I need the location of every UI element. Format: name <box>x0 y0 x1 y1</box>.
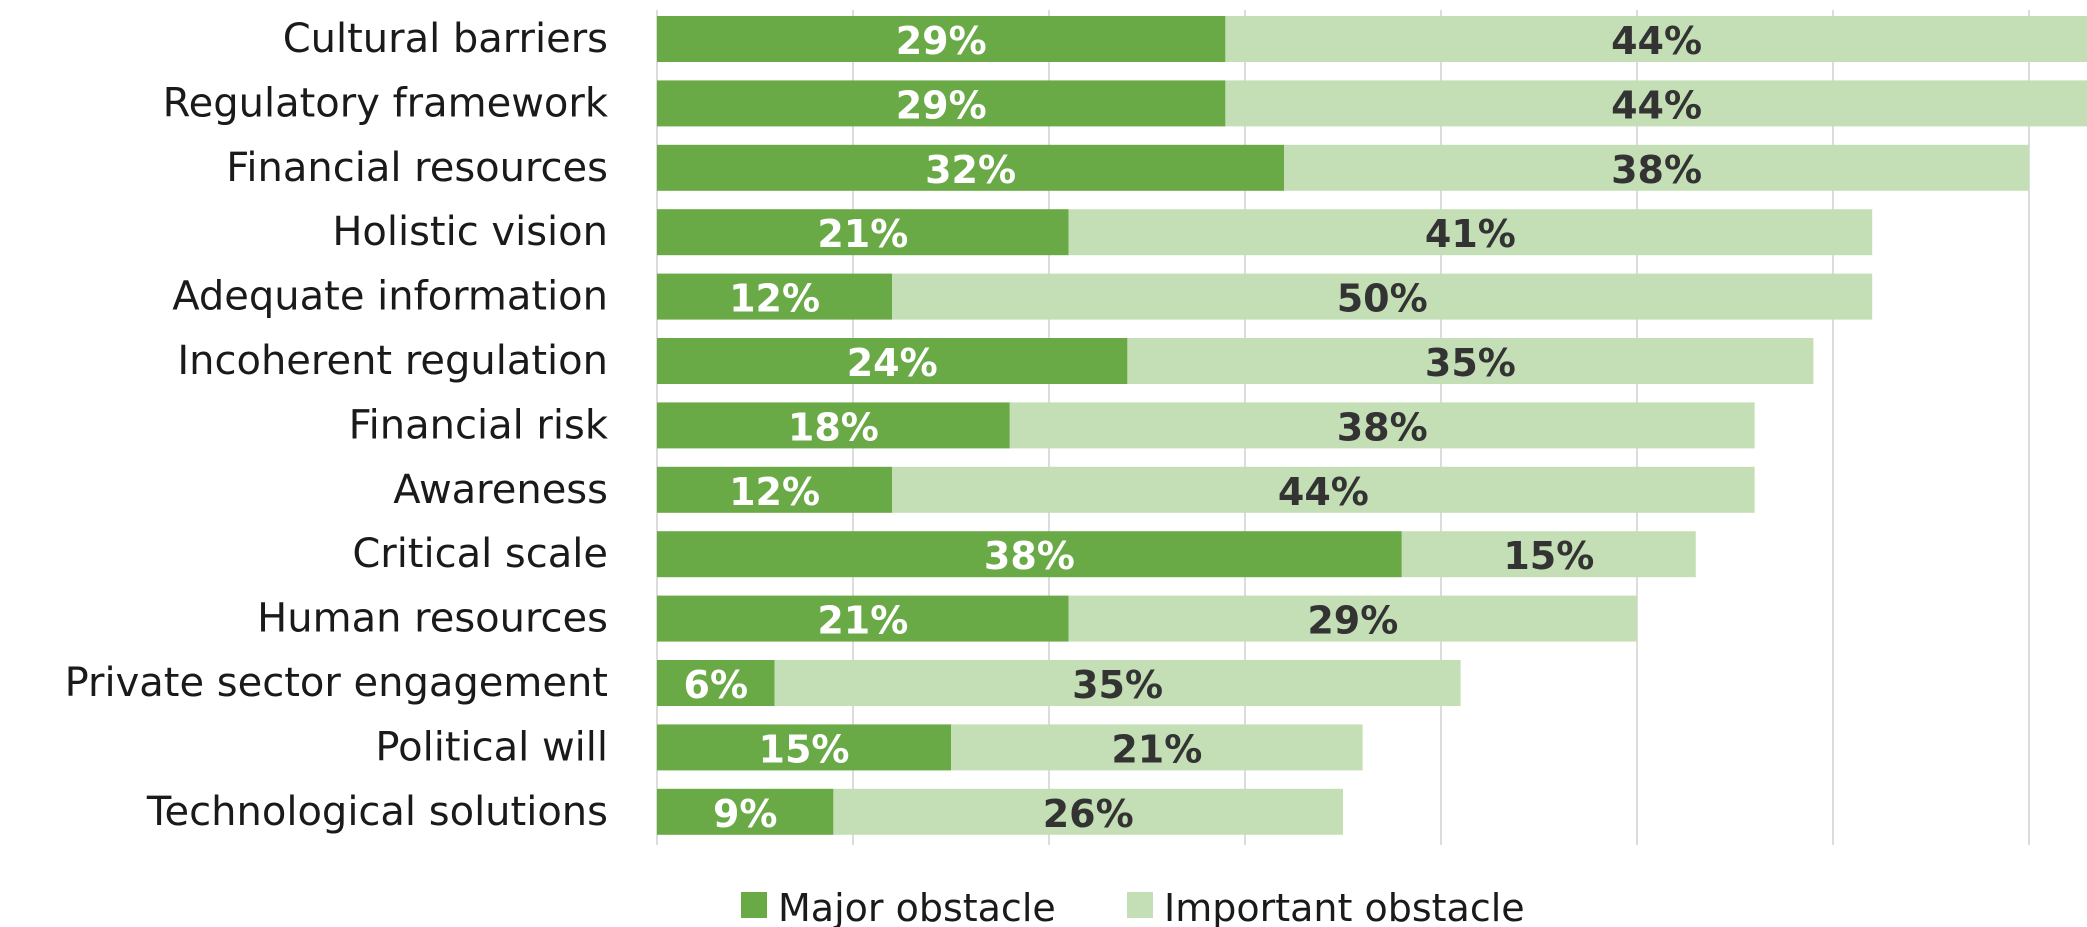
data-label-major-obstacle-financial-resources: 32% <box>925 148 1016 192</box>
data-label-major-obstacle-technological-solutions: 9% <box>713 792 778 836</box>
data-label-important-obstacle-financial-resources: 38% <box>1611 148 1702 192</box>
bar-major-obstacle-human-resources <box>657 595 1069 642</box>
data-label-major-obstacle-incoherent-regulation: 24% <box>847 341 938 385</box>
category-label-political-will: Political will <box>375 724 608 770</box>
data-label-important-obstacle-incoherent-regulation: 35% <box>1425 341 1516 385</box>
data-labels: 29% 44% 29% 44% 32% 38% 21% 41% 12% 50% 24% 35% 18% 3… <box>684 19 1703 836</box>
data-label-major-obstacle-adequate-information: 12% <box>729 277 820 321</box>
bar-major-obstacle-regulatory-framework <box>657 80 1226 127</box>
category-label-human-resources: Human resources <box>257 596 608 642</box>
category-label-technological-solutions: Technological solutions <box>146 789 608 835</box>
bar-important-obstacle-financial-risk <box>1009 402 1755 449</box>
legend-label-major-obstacle: Major obstacle <box>778 886 1056 927</box>
bar-important-obstacle-human-resources <box>1068 595 1637 642</box>
data-label-important-obstacle-technological-solutions: 26% <box>1043 792 1134 836</box>
bar-major-obstacle-political-will <box>657 724 951 771</box>
data-label-major-obstacle-private-sector-engagement: 6% <box>684 663 749 707</box>
category-labels: Cultural barriers Regulatory framework Fin… <box>65 16 609 835</box>
category-label-financial-risk: Financial risk <box>349 402 609 448</box>
bar-major-obstacle-private-sector-engagement <box>657 660 775 706</box>
data-label-important-obstacle-awareness: 44% <box>1278 470 1369 514</box>
bar-important-obstacle-adequate-information <box>892 273 1873 320</box>
legend: Major obstacle Important obstacle <box>741 886 1525 927</box>
data-label-important-obstacle-holistic-vision: 41% <box>1425 212 1516 256</box>
bars <box>657 16 2087 835</box>
bar-major-obstacle-critical-scale <box>657 531 1402 578</box>
bar-major-obstacle-awareness <box>657 466 893 513</box>
bar-major-obstacle-financial-resources <box>657 144 1285 191</box>
bar-major-obstacle-adequate-information <box>657 273 893 320</box>
data-label-major-obstacle-regulatory-framework: 29% <box>896 83 987 127</box>
bar-important-obstacle-financial-resources <box>1284 144 2029 191</box>
category-label-financial-resources: Financial resources <box>226 145 608 191</box>
bar-major-obstacle-holistic-vision <box>657 209 1069 256</box>
category-label-cultural-barriers: Cultural barriers <box>283 16 608 62</box>
category-label-incoherent-regulation: Incoherent regulation <box>177 338 608 384</box>
data-label-important-obstacle-adequate-information: 50% <box>1337 277 1428 321</box>
data-label-major-obstacle-awareness: 12% <box>729 470 820 514</box>
data-label-major-obstacle-critical-scale: 38% <box>984 534 1075 578</box>
bar-important-obstacle-awareness <box>892 466 1755 513</box>
bar-major-obstacle-incoherent-regulation <box>657 338 1128 384</box>
category-label-adequate-information: Adequate information <box>172 274 608 320</box>
data-label-major-obstacle-holistic-vision: 21% <box>817 212 908 256</box>
data-label-important-obstacle-political-will: 21% <box>1111 727 1202 771</box>
bar-important-obstacle-cultural-barriers <box>1225 16 2087 62</box>
bar-major-obstacle-financial-risk <box>657 402 1010 449</box>
bar-important-obstacle-critical-scale <box>1401 531 1696 578</box>
bar-important-obstacle-regulatory-framework <box>1225 80 2087 127</box>
category-label-regulatory-framework: Regulatory framework <box>163 80 609 126</box>
data-label-important-obstacle-regulatory-framework: 44% <box>1611 83 1702 127</box>
data-label-important-obstacle-financial-risk: 38% <box>1337 405 1428 449</box>
category-label-critical-scale: Critical scale <box>352 531 608 577</box>
bar-important-obstacle-incoherent-regulation <box>1127 338 1814 384</box>
bar-important-obstacle-private-sector-engagement <box>774 660 1461 706</box>
data-label-major-obstacle-cultural-barriers: 29% <box>896 19 987 63</box>
bar-major-obstacle-technological-solutions <box>657 788 834 835</box>
legend-swatch-important-obstacle <box>1127 892 1153 918</box>
bar-important-obstacle-holistic-vision <box>1068 209 1873 256</box>
bar-important-obstacle-political-will <box>951 724 1363 771</box>
data-label-major-obstacle-financial-risk: 18% <box>788 405 879 449</box>
data-label-major-obstacle-political-will: 15% <box>759 727 850 771</box>
data-label-important-obstacle-private-sector-engagement: 35% <box>1072 663 1163 707</box>
legend-label-important-obstacle: Important obstacle <box>1164 886 1525 927</box>
data-label-major-obstacle-human-resources: 21% <box>817 599 908 643</box>
data-label-important-obstacle-critical-scale: 15% <box>1503 534 1594 578</box>
category-label-awareness: Awareness <box>393 467 608 513</box>
category-label-holistic-vision: Holistic vision <box>332 209 608 255</box>
data-label-important-obstacle-cultural-barriers: 44% <box>1611 19 1702 63</box>
category-label-private-sector-engagement: Private sector engagement <box>65 660 608 706</box>
data-label-important-obstacle-human-resources: 29% <box>1307 599 1398 643</box>
bar-major-obstacle-cultural-barriers <box>657 16 1226 62</box>
bar-important-obstacle-technological-solutions <box>833 788 1343 835</box>
legend-swatch-major-obstacle <box>741 892 767 918</box>
